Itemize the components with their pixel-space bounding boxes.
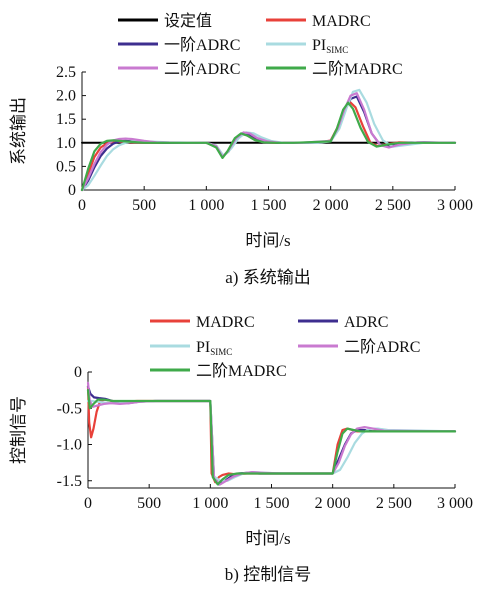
- y-axis-label-a: 系统输出: [9, 97, 28, 165]
- chart-system-output: 设定值 MADRC 一阶ADRC PISIMC 二阶ADRC 二阶MADRC 0…: [9, 12, 473, 287]
- x-tick-label: 1 000: [192, 495, 228, 512]
- legend-label-madrc2-b: 二阶MADRC: [196, 362, 287, 380]
- y-tick-label: 0.5: [56, 158, 76, 175]
- y-tick-label: -1.0: [57, 437, 82, 454]
- legend-label-pi: PISIMC: [312, 37, 348, 55]
- x-axis-label-a: 时间/s: [245, 231, 290, 250]
- y-tick-label: -0.5: [57, 400, 82, 417]
- x-tick-label: 1 500: [251, 197, 287, 214]
- series-line-pi: [86, 399, 457, 482]
- legend-label-adrc2-b: 二阶ADRC: [344, 338, 420, 356]
- y-axis-label-b: 控制信号: [9, 396, 28, 464]
- x-tick-label: 2 500: [376, 495, 412, 512]
- plot-lines-a: [80, 88, 457, 192]
- series-line-adrc2: [86, 381, 457, 486]
- x-tick-label: 1 000: [188, 197, 224, 214]
- chart-control-signal: MADRC ADRC PISIMC 二阶ADRC 二阶MADRC 0 500 1 0…: [9, 314, 473, 584]
- series-line-madrc2: [80, 101, 457, 192]
- axes-a: 0 500 1 000 1 500 2 000 2 500 3 000 0 0.5 1.0 1.5 2…: [56, 64, 473, 214]
- legend-a: 设定值 MADRC 一阶ADRC PISIMC 二阶ADRC 二阶MADRC: [118, 12, 403, 78]
- x-axis-label-b: 时间/s: [245, 529, 290, 548]
- legend-label-pi-b: PISIMC: [196, 339, 232, 357]
- series-line-madrc2: [86, 389, 457, 486]
- legend-label-madrc: MADRC: [312, 13, 371, 30]
- legend-label-adrc1: 一阶ADRC: [164, 36, 240, 54]
- x-tick-label: 2 500: [375, 197, 411, 214]
- y-tick-label: 1.5: [56, 111, 76, 128]
- x-tick-label: 0: [78, 197, 86, 214]
- x-tick-label: 2 000: [315, 495, 351, 512]
- y-tick-label: 1.0: [56, 135, 76, 152]
- y-tick-label: -1.5: [57, 473, 82, 490]
- x-tick-label: 3 000: [437, 495, 473, 512]
- series-line-adrc2: [80, 92, 457, 192]
- axes-b: 0 500 1 000 1 500 2 000 2 500 3 000 0 -0.5 -1.0 -1…: [57, 364, 473, 512]
- legend-label-setpoint: 设定值: [164, 12, 212, 30]
- caption-a: a) 系统输出: [225, 268, 310, 287]
- x-tick-label: 3 000: [437, 197, 473, 214]
- x-tick-label: 2 000: [313, 197, 349, 214]
- legend-label-adrc-b: ADRC: [344, 314, 388, 331]
- y-tick-label: 2.5: [56, 64, 76, 81]
- x-tick-label: 1 500: [254, 495, 290, 512]
- legend-label-madrc-b: MADRC: [196, 314, 255, 331]
- y-tick-label: 2.0: [56, 88, 76, 105]
- legend-b: MADRC ADRC PISIMC 二阶ADRC 二阶MADRC: [150, 314, 420, 380]
- caption-b: b) 控制信号: [225, 565, 311, 584]
- x-tick-label: 500: [137, 495, 161, 512]
- x-tick-label: 500: [132, 197, 156, 214]
- legend-label-adrc2: 二阶ADRC: [164, 60, 240, 78]
- legend-label-madrc2: 二阶MADRC: [312, 60, 403, 78]
- y-tick-label: 0: [68, 182, 76, 199]
- y-tick-label: 0: [74, 364, 82, 381]
- plot-lines-b: [86, 381, 457, 486]
- x-tick-label: 0: [84, 495, 92, 512]
